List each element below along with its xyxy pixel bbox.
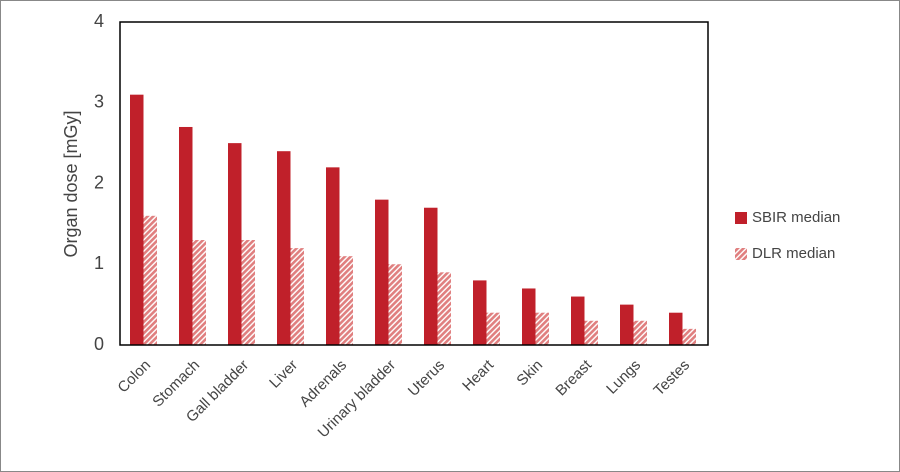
bar: [326, 167, 340, 345]
bar: [522, 288, 536, 345]
bar: [143, 215, 157, 345]
bar: [633, 320, 647, 345]
legend-swatch: [735, 212, 747, 224]
bar: [339, 256, 353, 345]
legend-label: SBIR median: [752, 209, 840, 226]
y-tick-label: 1: [94, 253, 104, 273]
bar: [277, 151, 291, 345]
y-tick-label: 2: [94, 172, 104, 192]
bar: [437, 272, 451, 345]
bar: [192, 240, 206, 345]
bar: [584, 320, 598, 345]
plot-border: [119, 21, 709, 346]
bar: [620, 304, 634, 345]
bar: [375, 199, 389, 345]
bar: [473, 280, 487, 345]
bar: [571, 296, 585, 345]
bar: [228, 143, 242, 345]
bar: [241, 240, 255, 345]
y-tick-label: 4: [94, 11, 104, 31]
bar: [486, 312, 500, 345]
legend-swatch: [735, 248, 747, 260]
bar: [424, 207, 438, 345]
bar: [535, 312, 549, 345]
y-tick-label: 0: [94, 334, 104, 354]
bar: [682, 328, 696, 345]
bar: [290, 248, 304, 345]
bar: [179, 126, 193, 345]
bar: [388, 264, 402, 345]
bar: [130, 94, 144, 345]
y-axis-label: Organ dose [mGy]: [61, 110, 81, 257]
bar: [669, 312, 683, 345]
legend-label: DLR median: [752, 245, 835, 262]
y-tick-label: 3: [94, 92, 104, 112]
